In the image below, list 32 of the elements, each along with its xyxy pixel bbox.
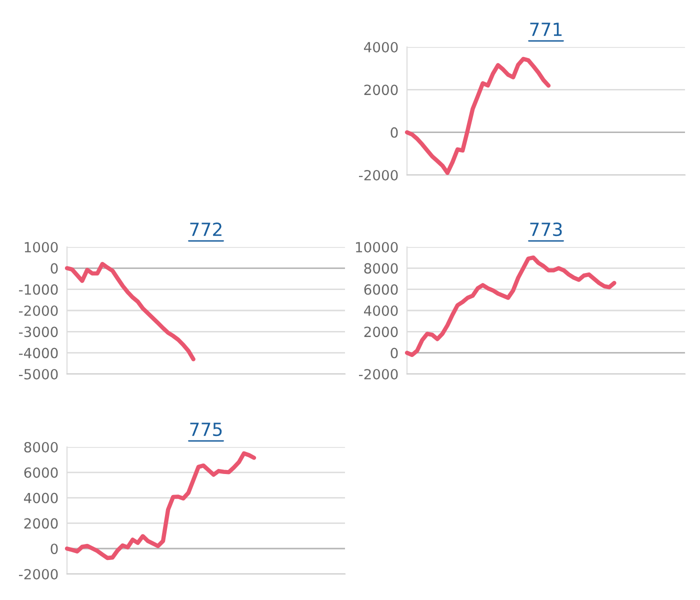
y-tick-label: 2000 [24, 518, 58, 529]
y-tick-label: -4000 [18, 348, 58, 358]
y-tick-label: -5000 [18, 368, 58, 380]
line-series [404, 256, 616, 358]
y-tick-label: -2000 [18, 305, 58, 316]
y-tick-label: 6000 [364, 284, 398, 295]
y-tick-label: 2000 [364, 84, 398, 96]
y-tick-label: 0 [50, 263, 58, 274]
y-tick-label: 4000 [364, 42, 398, 52]
line-series [64, 451, 256, 560]
chart-title: 772 [190, 222, 222, 236]
y-tick-label: 4000 [364, 305, 398, 316]
y-tick-label: -1000 [18, 284, 58, 295]
y-tick-label: 1000 [24, 242, 58, 252]
chart-title: 775 [190, 422, 222, 436]
y-tick-label: -3000 [18, 326, 58, 338]
y-tick-label: 10000 [356, 242, 398, 252]
y-tick-label: 4000 [24, 492, 58, 504]
y-tick-label: -2000 [18, 568, 58, 580]
y-tick-label: 8000 [364, 263, 398, 274]
y-tick-label: -2000 [358, 170, 398, 180]
y-tick-label: 6000 [24, 467, 58, 478]
y-tick-label: 0 [390, 127, 398, 138]
chart-title: 771 [530, 22, 562, 36]
chart-title: 773 [530, 222, 562, 236]
y-tick-label: 8000 [24, 442, 58, 452]
line-series [404, 56, 551, 175]
line-series [64, 262, 196, 362]
y-tick-label: 0 [390, 348, 398, 358]
y-tick-label: 2000 [364, 326, 398, 338]
y-tick-label: -2000 [358, 368, 398, 380]
y-tick-label: 0 [50, 544, 58, 554]
